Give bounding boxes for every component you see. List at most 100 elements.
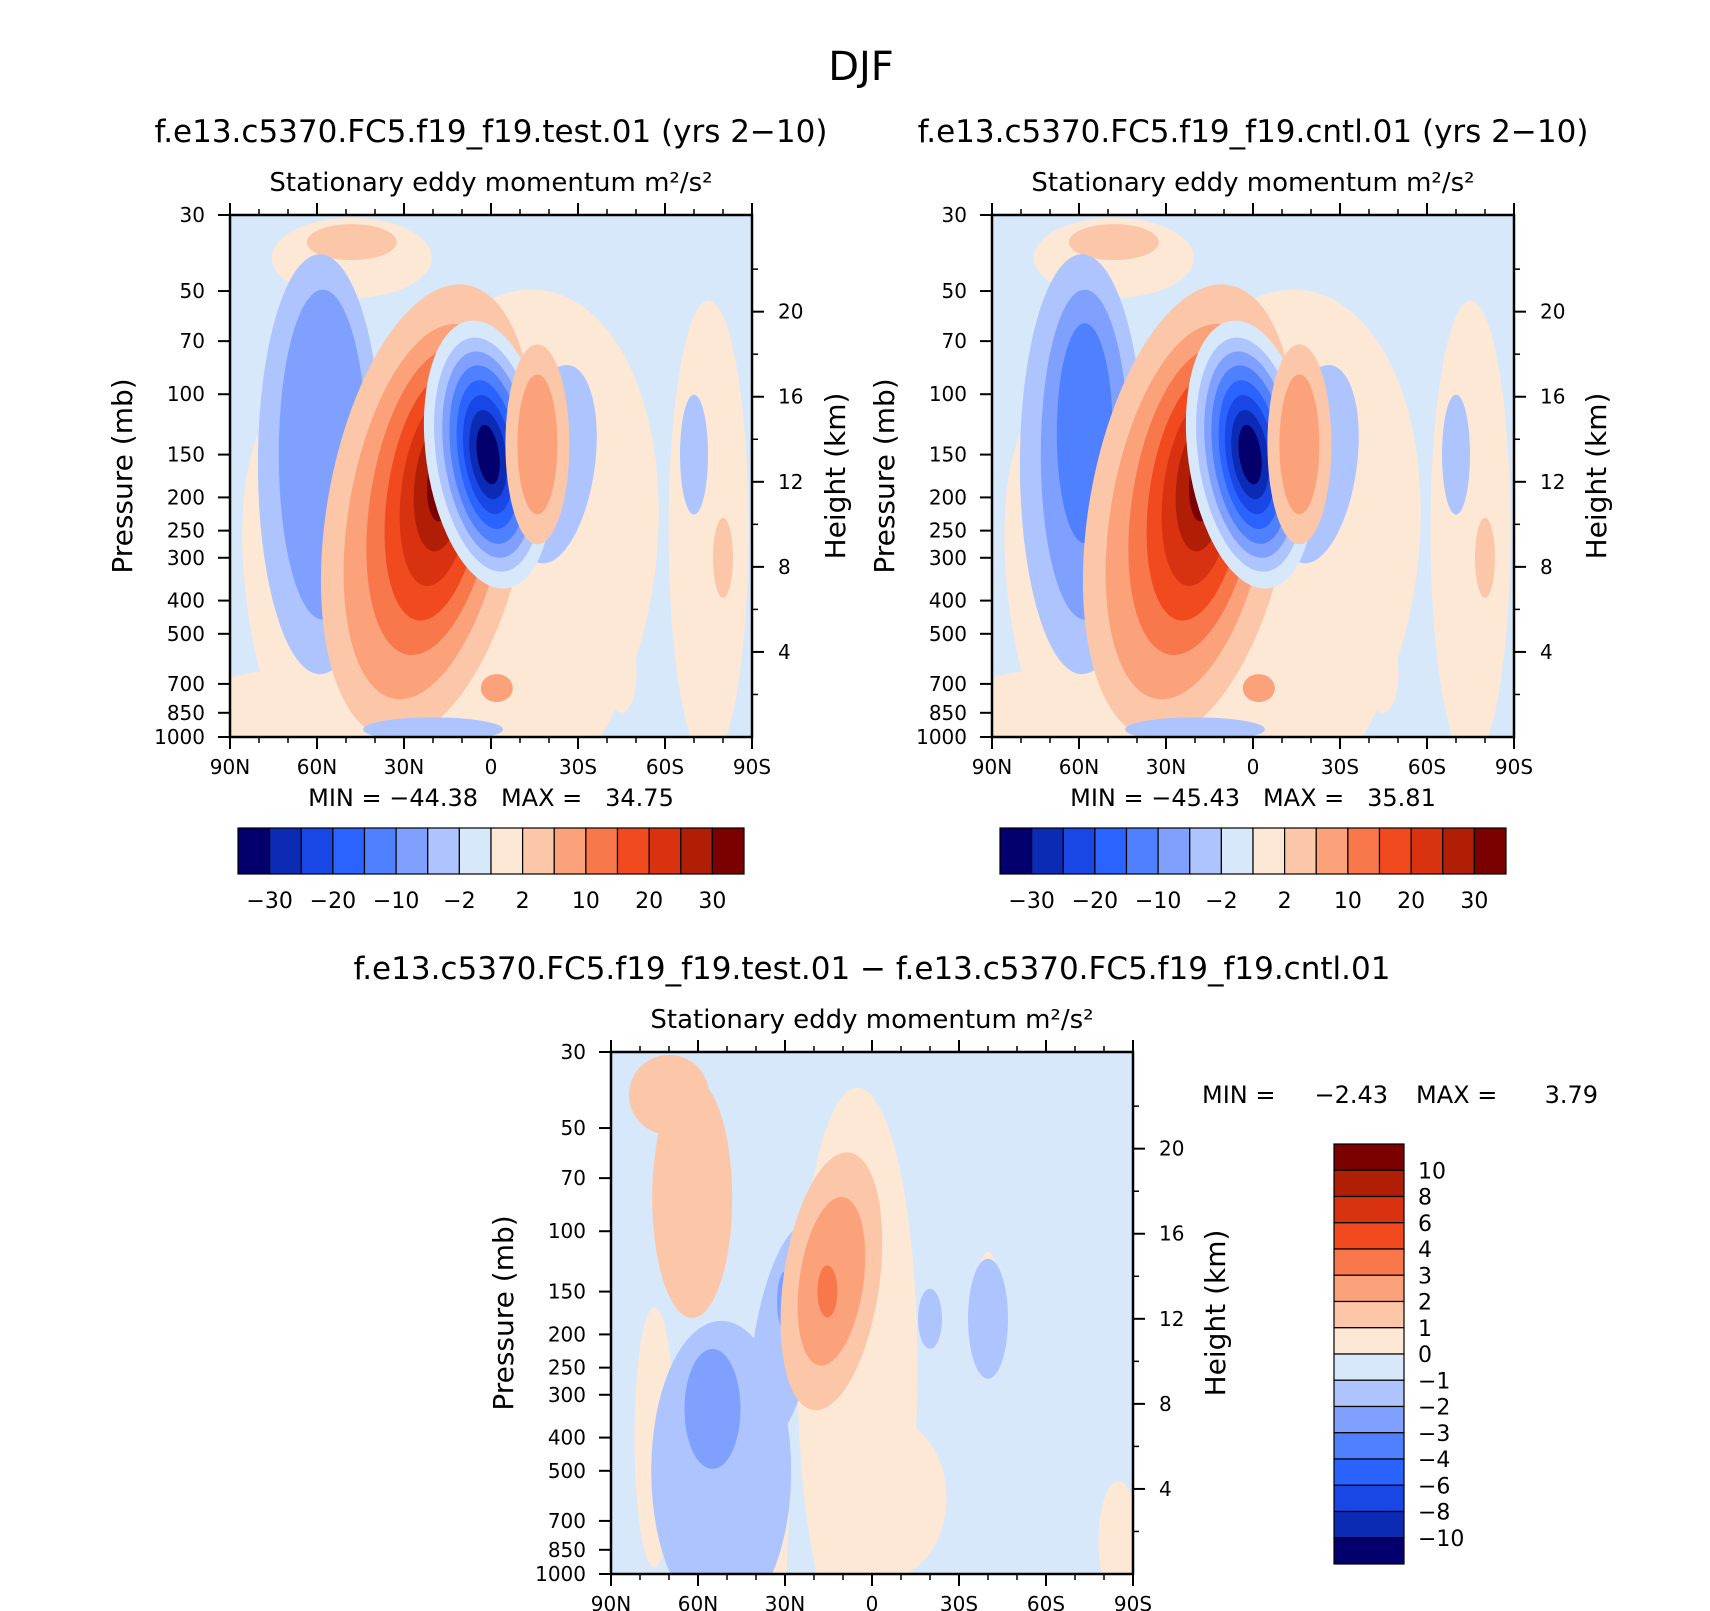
- colorbar-cell: [1333, 1405, 1405, 1434]
- colorbar-cell: [269, 827, 302, 875]
- panel-diff-min-value: −2.43: [1314, 1081, 1388, 1109]
- y-tick-label: 700: [167, 672, 205, 696]
- contour-region: [713, 517, 733, 598]
- x-tick-label: 0: [1247, 755, 1260, 779]
- height-tick-label: 8: [1159, 1392, 1172, 1416]
- y-tick-label: 300: [167, 546, 205, 570]
- y-tick-label: 850: [167, 701, 205, 725]
- colorbar-label: −30: [246, 889, 292, 914]
- contour-region: [684, 1348, 741, 1469]
- x-tick-label: 90N: [591, 1592, 631, 1611]
- contour-region: [652, 1078, 733, 1319]
- panel-cntl-axes: 90N 60N 30N 0 30S 60S 90S 30 50 70 100 150 200 250 300…: [916, 203, 1565, 779]
- height-tick-label: 16: [778, 385, 803, 409]
- colorbar-cell: [1333, 1222, 1405, 1250]
- colorbar-label: −10: [1418, 1527, 1464, 1552]
- x-tick-label: 60N: [1059, 755, 1099, 779]
- panel-test-contours: [230, 215, 752, 737]
- colorbar-cell: [648, 827, 682, 875]
- colorbar-cell: [458, 827, 492, 875]
- x-tick-label: 60N: [678, 1592, 718, 1611]
- colorbar-label: −20: [1072, 889, 1118, 914]
- colorbar-cell: [1220, 827, 1254, 875]
- height-tick-label: 4: [778, 640, 791, 664]
- colorbar-label: 4: [1418, 1238, 1432, 1263]
- colorbar-cell: [522, 827, 555, 875]
- colorbar-label: −20: [310, 889, 356, 914]
- colorbar-label: −4: [1418, 1448, 1450, 1473]
- panel-test-subtitle: Stationary eddy momentum m²/s²: [269, 168, 712, 198]
- contour-region: [668, 300, 749, 737]
- y-tick-label: 400: [167, 589, 205, 613]
- y-tick-label: 250: [548, 1356, 586, 1380]
- y-tick-label: 50: [561, 1116, 586, 1140]
- colorbar-cell: [332, 827, 366, 875]
- colorbar-label: −2: [1418, 1396, 1450, 1421]
- height-tick-label: 8: [1540, 555, 1553, 579]
- x-tick-label: 0: [485, 755, 498, 779]
- contour-region: [968, 1258, 1008, 1379]
- height-tick-label: 20: [1159, 1137, 1184, 1161]
- panel-test-stats: MIN = −44.38 MAX = 34.75: [308, 784, 674, 812]
- colorbar-cell: [1442, 827, 1475, 875]
- y-tick-label: 700: [929, 672, 967, 696]
- colorbar-cell: [1333, 1432, 1405, 1460]
- y-tick-label: 30: [942, 203, 967, 227]
- colorbar-cell: [1125, 827, 1159, 875]
- colorbar-label: −30: [1008, 889, 1054, 914]
- x-tick-label: 90S: [1495, 755, 1533, 779]
- colorbar-cell: [1378, 827, 1412, 875]
- x-tick-label: 30N: [765, 1592, 805, 1611]
- height-tick-label: 12: [1540, 470, 1565, 494]
- colorbar-cell: [1333, 1379, 1405, 1408]
- contour-region: [1242, 674, 1275, 703]
- colorbar-label: 30: [698, 889, 726, 914]
- panel-diff-ylabel-right: Height (km): [1199, 1230, 1232, 1397]
- colorbar-cell: [1062, 827, 1096, 875]
- height-tick-label: 12: [1159, 1307, 1184, 1331]
- colorbar-cell: [1333, 1248, 1405, 1276]
- panel-diff-case-title: f.e13.c5370.FC5.f19_f19.test.01 − f.e13.…: [354, 951, 1391, 987]
- height-tick-label: 4: [1159, 1477, 1172, 1501]
- y-tick-label: 150: [548, 1280, 586, 1304]
- panel-diff-min-label: MIN =: [1202, 1081, 1275, 1109]
- panel-test: f.e13.c5370.FC5.f19_f19.test.01 (yrs 2−1…: [106, 114, 852, 914]
- y-tick-label: 100: [167, 382, 205, 406]
- y-tick-label: 50: [942, 279, 967, 303]
- contour-region: [306, 224, 397, 261]
- colorbar-cell: [1094, 827, 1128, 875]
- colorbar-label: 3: [1418, 1264, 1432, 1289]
- y-tick-label: 150: [929, 443, 967, 467]
- y-tick-label: 100: [548, 1219, 586, 1243]
- y-tick-label: 1000: [154, 725, 205, 749]
- panel-cntl: f.e13.c5370.FC5.f19_f19.cntl.01 (yrs 2−1…: [868, 114, 1613, 914]
- height-tick-label: 20: [1540, 300, 1565, 324]
- contour-region: [680, 394, 708, 515]
- figure-title: DJF: [828, 44, 894, 90]
- colorbar-cell: [237, 827, 271, 875]
- colorbar-cell: [427, 827, 460, 875]
- y-tick-label: 50: [180, 279, 205, 303]
- height-tick-label: 12: [778, 470, 803, 494]
- colorbar-cell: [1284, 827, 1317, 875]
- x-tick-label: 60S: [646, 755, 684, 779]
- y-tick-label: 30: [561, 1040, 586, 1064]
- y-tick-label: 850: [929, 701, 967, 725]
- colorbar-cell: [999, 827, 1033, 875]
- x-tick-label: 60S: [1027, 1592, 1065, 1611]
- panel-cntl-subtitle: Stationary eddy momentum m²/s²: [1031, 168, 1474, 198]
- colorbar-cell: [1333, 1353, 1405, 1381]
- colorbar-cell: [300, 827, 334, 875]
- colorbar-cell: [616, 827, 650, 875]
- colorbar-cell: [1333, 1327, 1405, 1355]
- colorbar-cell: [1333, 1169, 1405, 1198]
- panel-diff-subtitle: Stationary eddy momentum m²/s²: [650, 1005, 1093, 1035]
- colorbar-label: −1: [1418, 1369, 1450, 1394]
- x-tick-label: 30N: [1146, 755, 1186, 779]
- colorbar-label: −6: [1418, 1474, 1450, 1499]
- contour-region: [918, 1288, 942, 1349]
- colorbar-cell: [1189, 827, 1222, 875]
- y-tick-label: 300: [548, 1383, 586, 1407]
- panel-diff-max-label: MAX =: [1416, 1081, 1497, 1109]
